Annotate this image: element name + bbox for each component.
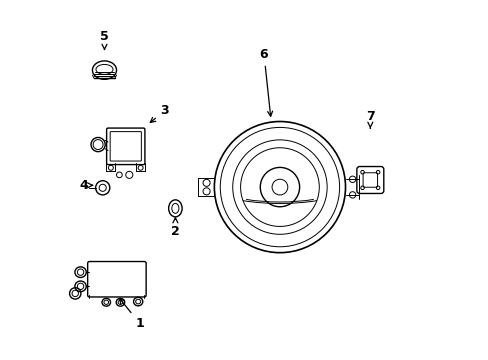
Text: 2: 2	[171, 218, 180, 238]
Text: 6: 6	[259, 48, 272, 116]
Text: 4: 4	[80, 179, 92, 192]
Text: 5: 5	[100, 30, 109, 49]
Text: 7: 7	[365, 110, 374, 128]
Text: 3: 3	[150, 104, 169, 122]
Text: 1: 1	[119, 298, 144, 330]
